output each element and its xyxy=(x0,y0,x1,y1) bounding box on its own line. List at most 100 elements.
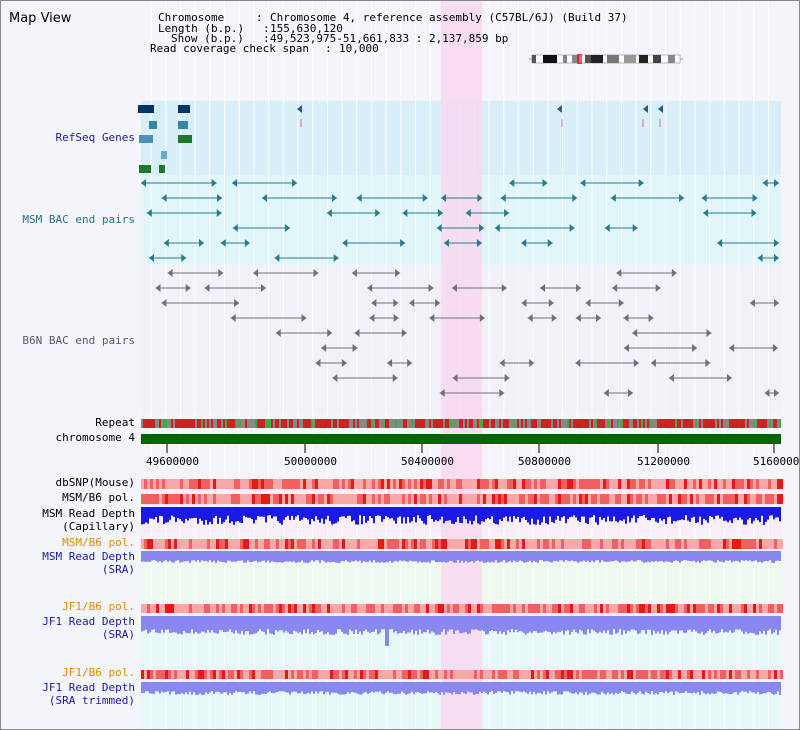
msm-capillary-depth-bar xyxy=(353,507,355,521)
msm-sra-depth-bar xyxy=(157,551,159,563)
repeat-segment xyxy=(181,419,183,428)
track-label-msm-bac[interactable]: MSM BAC end pairs xyxy=(22,213,135,226)
msm-capillary-depth-bar xyxy=(395,507,397,524)
track-label-msm-depth-sra[interactable]: MSM Read Depth xyxy=(42,550,135,563)
repeat-segment xyxy=(435,419,437,428)
msm-sra-depth-bar xyxy=(679,551,681,563)
track-label-chromosome[interactable]: chromosome 4 xyxy=(55,431,135,444)
chromosome-ideogram-icon[interactable] xyxy=(529,54,683,64)
jf1-b6-pol-cell xyxy=(279,670,282,679)
jf1-sra-depth-bar xyxy=(375,616,377,630)
jf1-sra-depth-bar xyxy=(593,616,595,631)
msm-b6-pol-cell xyxy=(300,539,303,549)
track-label-msm-b6-pol[interactable]: MSM/B6 pol. xyxy=(62,491,135,504)
jf1-sra-depth-bar xyxy=(257,616,259,632)
jf1-b6-pol-cell xyxy=(765,604,768,613)
msm-b6-pol-cell xyxy=(309,494,312,504)
msm-sra-depth-bar xyxy=(401,551,403,562)
msm-b6-pol-cell xyxy=(660,494,663,504)
jf1-trimmed-depth-bar xyxy=(377,682,379,693)
msm-sra-depth-bar xyxy=(745,551,747,561)
jf1-trimmed-depth-bar xyxy=(603,682,605,694)
track-label-repeat[interactable]: Repeat xyxy=(95,416,135,429)
track-label-dbsnp[interactable]: dbSNP(Mouse) xyxy=(55,476,135,489)
msm-capillary-depth-bar xyxy=(301,507,303,520)
jf1-b6-pol-cell xyxy=(387,670,390,679)
jf1-sra-depth-bar xyxy=(371,616,373,633)
jf1-trimmed-depth-bar xyxy=(231,682,233,695)
repeat-segment xyxy=(351,419,353,428)
msm-sra-depth-bar xyxy=(235,551,237,562)
msm-capillary-depth-bar xyxy=(233,507,235,525)
msm-b6-pol-cell xyxy=(633,539,636,549)
track-label-b6n-bac[interactable]: B6N BAC end pairs xyxy=(22,334,135,347)
msm-b6-pol-cell xyxy=(528,539,531,549)
msm-sra-depth-bar xyxy=(583,551,585,561)
repeat-segment xyxy=(235,419,237,428)
jf1-b6-pol-cell xyxy=(471,604,474,613)
jf1-b6-pol-cell xyxy=(186,670,189,679)
jf1-b6-pol-cell xyxy=(183,604,186,613)
msm-capillary-depth-bar xyxy=(429,507,431,516)
msm-sra-depth-bar xyxy=(547,551,549,562)
b6n-bac-pair-end xyxy=(585,299,591,307)
msm-sra-depth-bar xyxy=(149,551,151,562)
jf1-trimmed-depth-bar xyxy=(467,682,469,692)
msm-capillary-depth-bar xyxy=(767,507,769,520)
length-value: 155,630,120 xyxy=(270,22,343,35)
jf1-b6-pol-cell xyxy=(354,604,357,613)
msm-capillary-depth-bar xyxy=(247,507,249,518)
repeat-segment xyxy=(607,419,609,428)
msm-bac-pair-end xyxy=(465,209,471,217)
msm-sra-depth-bar xyxy=(667,551,669,562)
msm-b6-pol-cell xyxy=(162,494,165,504)
dbsnp-cell xyxy=(432,479,435,489)
page-title: Map View xyxy=(9,11,72,26)
msm-b6-pol-cell xyxy=(519,539,522,549)
msm-capillary-depth-bar xyxy=(401,507,403,524)
repeat-segment xyxy=(189,419,191,428)
msm-b6-pol-cell xyxy=(273,494,276,504)
msm-capillary-depth-bar xyxy=(563,507,565,517)
jf1-sra-depth-bar xyxy=(325,616,327,634)
track-label-jf1-b6-pol[interactable]: JF1/B6 pol. xyxy=(62,600,135,613)
dbsnp-cell xyxy=(183,479,186,489)
jf1-trimmed-depth-bar xyxy=(269,682,271,692)
jf1-sra-depth-bar xyxy=(153,616,155,630)
b6n-bac-pair-end xyxy=(618,299,624,307)
track-label-msm-b6-pol-2[interactable]: MSM/B6 pol. xyxy=(62,536,135,549)
repeat-segment xyxy=(705,419,707,428)
jf1-trimmed-depth-bar xyxy=(183,682,185,695)
repeat-segment xyxy=(577,419,579,428)
msm-capillary-depth-bar xyxy=(379,507,381,516)
msm-sra-depth-bar xyxy=(721,551,723,562)
jf1-sra-depth-bar xyxy=(149,616,151,633)
track-label-jf1-depth-sra[interactable]: JF1 Read Depth xyxy=(42,615,135,628)
jf1-trimmed-depth-bar xyxy=(237,682,239,693)
track-label-refseq-genes[interactable]: RefSeq Genes xyxy=(55,131,135,144)
msm-capillary-depth-bar xyxy=(733,507,735,519)
track-label-msm-depth-capillary[interactable]: MSM Read Depth xyxy=(42,507,135,520)
jf1-b6-pol-cell xyxy=(141,604,144,613)
dbsnp-cell xyxy=(147,479,150,489)
track-label-jf1-b6-pol-2[interactable]: JF1/B6 pol. xyxy=(62,666,135,679)
repeat-segment xyxy=(581,419,583,428)
msm-sra-depth-bar xyxy=(637,551,639,561)
msm-b6-pol-cell xyxy=(555,539,558,549)
jf1-sra-depth-bar xyxy=(699,616,701,634)
jf1-b6-pol-cell xyxy=(303,604,306,613)
msm-sra-depth-bar xyxy=(515,551,517,562)
jf1-b6-pol-cell xyxy=(363,604,366,613)
msm-b6-pol-cell xyxy=(327,494,330,504)
jf1-b6-pol-cell xyxy=(402,604,405,613)
msm-b6-pol-cell xyxy=(171,539,174,549)
repeat-segment xyxy=(365,419,367,428)
jf1-sra-depth-bar xyxy=(499,616,501,632)
repeat-segment xyxy=(279,419,281,428)
track-label-jf1-depth-trimmed[interactable]: JF1 Read Depth xyxy=(42,681,135,694)
dbsnp-cell xyxy=(777,479,780,489)
jf1-trimmed-depth-bar xyxy=(717,682,719,692)
msm-b6-pol-cell xyxy=(141,494,144,504)
msm-capillary-depth-bar xyxy=(657,507,659,523)
